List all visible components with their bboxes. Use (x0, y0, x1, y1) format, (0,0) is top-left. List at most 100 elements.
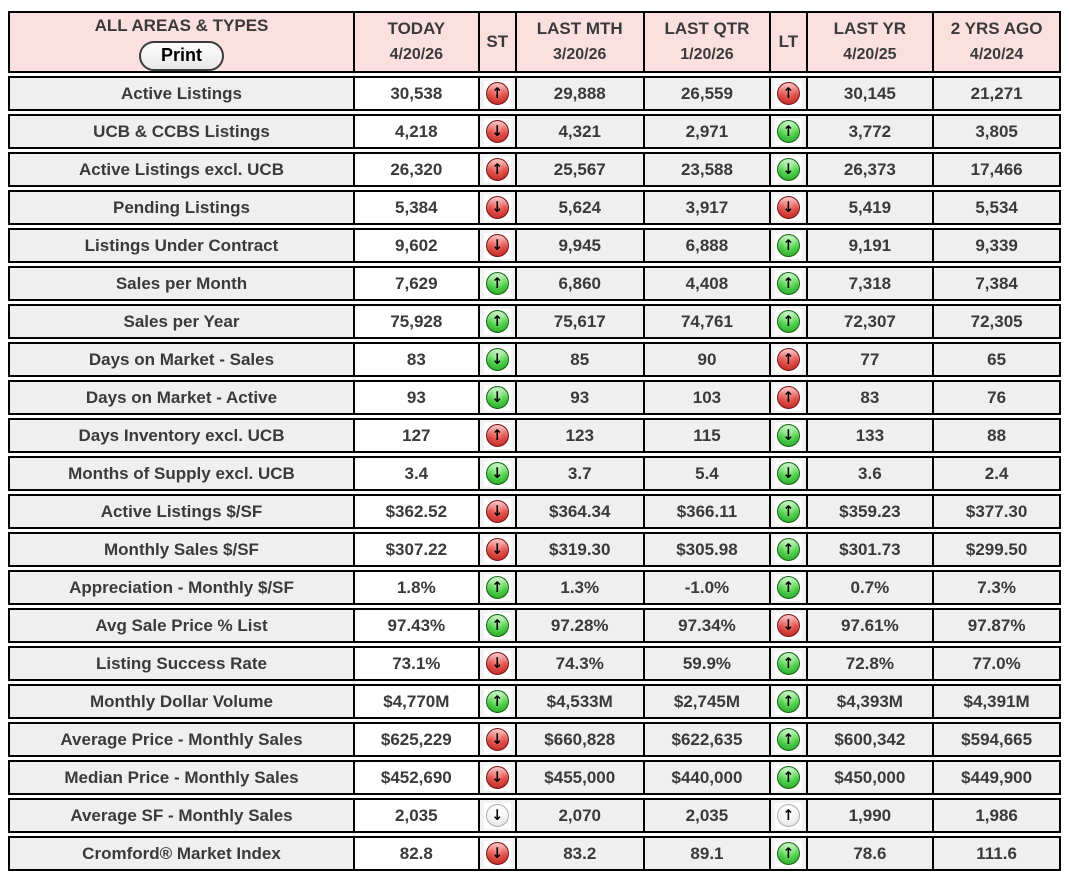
two-years-ago-value: 72,305 (934, 304, 1061, 339)
metric-label: Months of Supply excl. UCB (8, 456, 355, 491)
lt-indicator-cell: ↑ (771, 760, 808, 795)
metric-label: Active Listings excl. UCB (8, 152, 355, 187)
last-quarter-value: $622,635 (644, 722, 772, 757)
last-quarter-value: $440,000 (644, 760, 772, 795)
two-years-ago-value: $4,391M (934, 684, 1061, 719)
column-date-last-year: 4/20/25 (843, 45, 897, 63)
lt-indicator-cell: ↑ (771, 532, 808, 567)
column-date-last-month: 3/20/26 (553, 45, 607, 63)
lt-indicator-cell: ↑ (771, 228, 808, 263)
lt-indicator-cell: ↓ (771, 456, 808, 491)
trend-up-green-icon: ↑ (774, 308, 802, 335)
metric-label: Monthly Dollar Volume (8, 684, 355, 719)
today-value: 82.8 (354, 836, 480, 871)
two-years-ago-value: $449,900 (934, 760, 1061, 795)
trend-down-red-icon: ↓ (483, 498, 511, 525)
st-indicator-cell: ↑ (479, 76, 517, 111)
st-indicator-cell: ↓ (479, 760, 517, 795)
table-body: Active Listings 30,538 ↑ 29,888 26,559 ↑ 30,14… (8, 76, 1061, 871)
table-row: Days on Market - Active 93 ↓ 93 103 ↑ 83 76 (8, 380, 1061, 415)
metric-label: Sales per Month (8, 266, 355, 301)
today-value: 97.43% (354, 608, 480, 643)
lt-indicator-cell: ↑ (771, 494, 808, 529)
today-value: $362.52 (354, 494, 480, 529)
table-row: Cromford® Market Index 82.8 ↓ 83.2 89.1 ↑ 78.6… (8, 836, 1061, 871)
two-years-ago-value: 88 (934, 418, 1061, 453)
trend-up-green-icon: ↑ (774, 536, 802, 563)
st-indicator-cell: ↓ (479, 646, 517, 681)
lt-indicator-cell: ↑ (771, 570, 808, 605)
last-year-value: $450,000 (807, 760, 935, 795)
market-stats-table: ALL AREAS & TYPES Print TODAY 4/20/26 ST… (8, 8, 1061, 874)
market-summary-panel: ALL AREAS & TYPES Print TODAY 4/20/26 ST… (8, 8, 1061, 874)
today-value: 4,218 (354, 114, 480, 149)
st-indicator-cell: ↑ (479, 608, 517, 643)
trend-up-green-icon: ↑ (774, 270, 802, 297)
column-header-last-year: LAST YR 4/20/25 (807, 11, 935, 73)
today-value: 2,035 (354, 798, 480, 833)
st-indicator-cell: ↓ (479, 114, 517, 149)
last-quarter-value: 97.34% (644, 608, 772, 643)
metric-label: Sales per Year (8, 304, 355, 339)
st-indicator-cell: ↓ (479, 380, 517, 415)
trend-up-green-icon: ↑ (483, 308, 511, 335)
metric-label: Average Price - Monthly Sales (8, 722, 355, 757)
table-row: Average SF - Monthly Sales 2,035 ↓ 2,070 2,0… (8, 798, 1061, 833)
last-quarter-value: 74,761 (644, 304, 772, 339)
table-row: UCB & CCBS Listings 4,218 ↓ 4,321 2,971 ↑ 3,77… (8, 114, 1061, 149)
last-month-value: 29,888 (516, 76, 645, 111)
metric-label: Average SF - Monthly Sales (8, 798, 355, 833)
two-years-ago-value: 21,271 (934, 76, 1061, 111)
trend-down-green-icon: ↓ (483, 460, 511, 487)
last-year-value: $359.23 (807, 494, 935, 529)
trend-up-red-icon: ↑ (483, 156, 511, 183)
table-row: Monthly Dollar Volume $4,770M ↑ $4,533M $2,7… (8, 684, 1061, 719)
last-month-value: 6,860 (516, 266, 645, 301)
two-years-ago-value: 7,384 (934, 266, 1061, 301)
last-quarter-value: 90 (644, 342, 772, 377)
last-quarter-value: 89.1 (644, 836, 772, 871)
table-row: Monthly Sales $/SF $307.22 ↓ $319.30 $305.98… (8, 532, 1061, 567)
trend-down-red-icon: ↓ (483, 232, 511, 259)
today-value: 3.4 (354, 456, 480, 491)
lt-indicator-cell: ↓ (771, 190, 808, 225)
print-button[interactable]: Print (138, 40, 224, 71)
last-year-value: $4,393M (807, 684, 935, 719)
trend-up-neutral-icon: ↑ (774, 802, 802, 829)
trend-down-red-icon: ↓ (483, 194, 511, 221)
lt-indicator-cell: ↑ (771, 722, 808, 757)
trend-up-red-icon: ↑ (483, 80, 511, 107)
lt-indicator-cell: ↑ (771, 798, 808, 833)
metric-label: Listings Under Contract (8, 228, 355, 263)
last-year-value: 26,373 (807, 152, 935, 187)
trend-up-green-icon: ↑ (774, 840, 802, 867)
last-month-value: 97.28% (516, 608, 645, 643)
trend-up-green-icon: ↑ (774, 688, 802, 715)
table-row: Appreciation - Monthly $/SF 1.8% ↑ 1.3% -1.0… (8, 570, 1061, 605)
lt-indicator-cell: ↑ (771, 76, 808, 111)
today-value: 7,629 (354, 266, 480, 301)
trend-down-neutral-icon: ↓ (483, 802, 511, 829)
last-quarter-value: $366.11 (644, 494, 772, 529)
last-month-value: 3.7 (516, 456, 645, 491)
metric-label: Monthly Sales $/SF (8, 532, 355, 567)
lt-indicator-cell: ↓ (771, 418, 808, 453)
last-month-value: 93 (516, 380, 645, 415)
metric-label: Active Listings $/SF (8, 494, 355, 529)
last-month-value: 1.3% (516, 570, 645, 605)
column-header-st: ST (479, 11, 517, 73)
two-years-ago-value: 1,986 (934, 798, 1061, 833)
metric-label: Median Price - Monthly Sales (8, 760, 355, 795)
metric-label: UCB & CCBS Listings (8, 114, 355, 149)
last-month-value: 2,070 (516, 798, 645, 833)
trend-down-red-icon: ↓ (483, 726, 511, 753)
last-quarter-value: 6,888 (644, 228, 772, 263)
last-year-value: $301.73 (807, 532, 935, 567)
today-value: 5,384 (354, 190, 480, 225)
two-years-ago-value: 111.6 (934, 836, 1061, 871)
today-value: 73.1% (354, 646, 480, 681)
last-quarter-value: 23,588 (644, 152, 772, 187)
metric-label: Cromford® Market Index (8, 836, 355, 871)
table-row: Active Listings 30,538 ↑ 29,888 26,559 ↑ 30,14… (8, 76, 1061, 111)
today-value: 127 (354, 418, 480, 453)
